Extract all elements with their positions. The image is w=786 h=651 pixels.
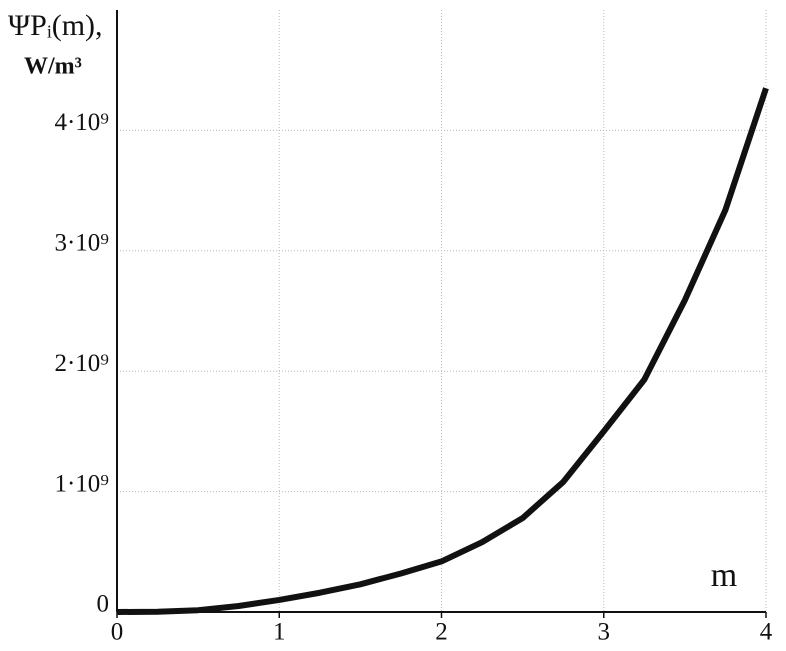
y-tick-label: 4·10⁹ — [54, 109, 109, 136]
x-tick-label: 1 — [273, 619, 286, 646]
curve — [116, 87, 769, 615]
x-tick-label: 3 — [598, 619, 611, 646]
x-axis-label: m — [711, 557, 737, 594]
y-axis-unit: W/m³ — [24, 54, 82, 80]
x-tick-label: 0 — [111, 619, 124, 646]
y-tick-label: 2·10⁹ — [54, 350, 109, 377]
y-axis-label: ΨPᵢ(m), — [8, 9, 103, 42]
x-tick-label: 2 — [435, 619, 448, 646]
y-tick-label: 0 — [97, 591, 110, 618]
y-tick-label: 3·10⁹ — [54, 230, 109, 257]
x-tick-label: 4 — [760, 619, 773, 646]
y-tick-label: 1·10⁹ — [54, 470, 109, 497]
